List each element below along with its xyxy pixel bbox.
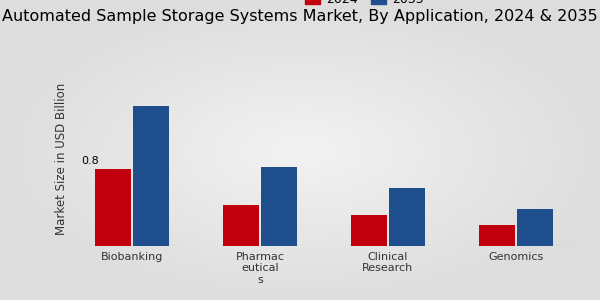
Text: Automated Sample Storage Systems Market, By Application, 2024 & 2035: Automated Sample Storage Systems Market,…	[2, 9, 598, 24]
Bar	[517, 209, 553, 246]
Y-axis label: Market Size in USD Billion: Market Size in USD Billion	[55, 83, 68, 235]
Bar	[351, 215, 387, 246]
Legend: 2024, 2035: 2024, 2035	[300, 0, 428, 11]
Bar	[389, 188, 425, 246]
Bar	[223, 206, 259, 246]
Bar	[95, 169, 131, 246]
Text: 0.8: 0.8	[81, 156, 98, 166]
Bar	[479, 225, 515, 246]
Bar	[261, 167, 297, 246]
Bar	[133, 106, 169, 246]
